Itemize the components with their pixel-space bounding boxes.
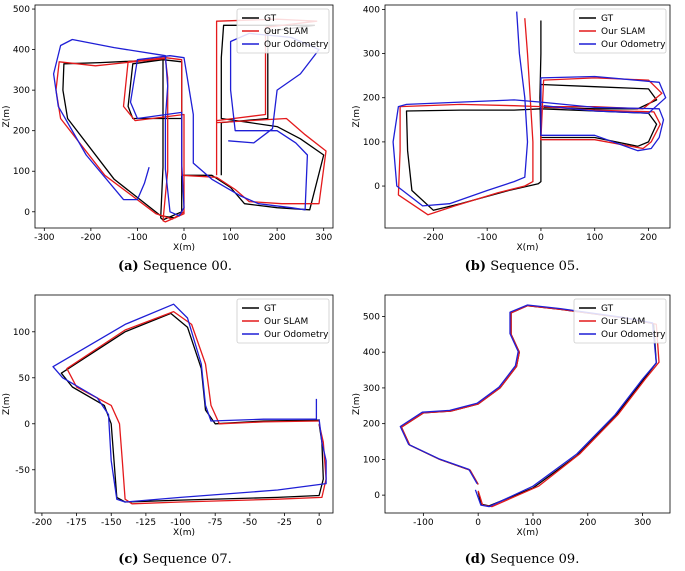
legend-label: GT bbox=[601, 14, 614, 24]
legend-label: Our Odometry bbox=[264, 330, 329, 340]
x-tick-label: 300 bbox=[634, 518, 651, 528]
x-tick-label: -175 bbox=[66, 518, 86, 528]
series-line-our-odometry bbox=[392, 11, 667, 207]
panel-caption: (d) Sequence 09. bbox=[465, 552, 580, 567]
y-tick-label: -50 bbox=[15, 466, 30, 476]
x-tick-label: -100 bbox=[170, 518, 191, 528]
y-tick-label: 0 bbox=[24, 208, 30, 218]
plot-frame bbox=[384, 294, 671, 514]
y-axis-label: Z(m) bbox=[2, 106, 12, 128]
x-tick-label: -75 bbox=[208, 518, 223, 528]
x-tick-label: 100 bbox=[222, 233, 239, 243]
legend-label: Our Odometry bbox=[264, 40, 329, 50]
chart-panel-3: -100 0 100 200 300 0 100 200 300 400 500 X(m) Z(m) GT… bbox=[352, 294, 671, 567]
x-tick-label: -125 bbox=[136, 518, 156, 528]
panel-caption: (a) Sequence 00. bbox=[118, 259, 232, 274]
y-tick-label: 200 bbox=[13, 127, 30, 137]
legend-label: Our Odometry bbox=[601, 330, 666, 340]
x-tick-label: 200 bbox=[640, 233, 657, 243]
x-tick-label: -100 bbox=[477, 233, 498, 243]
series-line-our-slam bbox=[66, 310, 327, 505]
legend-box bbox=[573, 298, 667, 344]
x-tick-label: 0 bbox=[475, 518, 481, 528]
legend-label: Our SLAM bbox=[601, 317, 645, 327]
series-line-our-odometry bbox=[52, 32, 320, 217]
legend-label: Our SLAM bbox=[601, 27, 645, 37]
y-axis-label: Z(m) bbox=[352, 106, 362, 128]
x-tick-label: 0 bbox=[316, 518, 322, 528]
y-tick-label: 100 bbox=[13, 167, 30, 177]
y-tick-label: 0 bbox=[374, 491, 380, 501]
y-tick-label: 400 bbox=[363, 348, 380, 358]
x-tick-label: -300 bbox=[34, 233, 55, 243]
y-tick-label: 500 bbox=[13, 5, 30, 15]
x-tick-label: -200 bbox=[32, 518, 53, 528]
x-tick-label: 300 bbox=[315, 233, 332, 243]
legend-label: Our SLAM bbox=[264, 317, 308, 327]
y-axis-label: Z(m) bbox=[2, 393, 12, 415]
y-tick-label: 200 bbox=[363, 420, 380, 430]
y-tick-label: 100 bbox=[363, 138, 380, 148]
series-line-our-slam bbox=[400, 305, 660, 508]
y-tick-label: 300 bbox=[13, 86, 30, 96]
plot-frame bbox=[384, 4, 671, 229]
y-tick-label: 100 bbox=[13, 328, 30, 338]
legend-label: GT bbox=[601, 304, 614, 314]
legend-box bbox=[236, 8, 330, 54]
chart-panel-2: -200 -175 -150 -125 -100 -75 -50 -25 0 -50 0 50 100 X… bbox=[2, 294, 334, 567]
y-tick-label: 200 bbox=[363, 94, 380, 104]
legend-box bbox=[573, 8, 667, 54]
x-tick-label: -150 bbox=[101, 518, 122, 528]
series-line-gt bbox=[62, 24, 325, 221]
y-tick-label: 500 bbox=[363, 312, 380, 322]
x-tick-label: -100 bbox=[413, 518, 434, 528]
panel-caption: (b) Sequence 05. bbox=[465, 259, 580, 274]
x-axis-label: X(m) bbox=[173, 528, 195, 538]
chart-panel-1: -200 -100 0 100 200 0 100 200 300 400 X(m) Z(m) GT Ou… bbox=[352, 4, 671, 274]
x-tick-label: -100 bbox=[127, 233, 148, 243]
x-tick-label: -200 bbox=[423, 233, 444, 243]
legend-label: GT bbox=[264, 14, 277, 24]
series-line-our-odometry bbox=[52, 303, 327, 503]
x-axis-label: X(m) bbox=[517, 528, 539, 538]
x-tick-label: -50 bbox=[242, 518, 257, 528]
plot-frame bbox=[34, 294, 334, 514]
y-tick-label: 0 bbox=[24, 420, 30, 430]
x-axis-label: X(m) bbox=[517, 243, 539, 253]
x-tick-label: -200 bbox=[81, 233, 102, 243]
y-tick-label: 300 bbox=[363, 50, 380, 60]
y-tick-label: 50 bbox=[19, 374, 31, 384]
y-axis-label: Z(m) bbox=[352, 393, 362, 415]
series-line-our-odometry bbox=[399, 304, 657, 508]
x-tick-label: 200 bbox=[579, 518, 596, 528]
y-tick-label: 400 bbox=[363, 5, 380, 15]
x-tick-label: -25 bbox=[277, 518, 292, 528]
y-tick-label: 300 bbox=[363, 384, 380, 394]
x-axis-label: X(m) bbox=[173, 243, 195, 253]
legend-label: GT bbox=[264, 304, 277, 314]
chart-panel-0: -300 -200 -100 0 100 200 300 0 100 200 300 400 500 X(… bbox=[2, 4, 334, 274]
legend-box bbox=[236, 298, 330, 344]
x-tick-label: 100 bbox=[524, 518, 541, 528]
x-tick-label: 0 bbox=[181, 233, 187, 243]
x-tick-label: 0 bbox=[538, 233, 544, 243]
legend-label: Our Odometry bbox=[601, 40, 666, 50]
y-tick-label: 100 bbox=[363, 455, 380, 465]
panel-caption: (c) Sequence 07. bbox=[118, 552, 232, 567]
x-tick-label: 100 bbox=[586, 233, 603, 243]
y-tick-label: 0 bbox=[374, 182, 380, 192]
y-tick-label: 400 bbox=[13, 46, 30, 56]
x-tick-label: 200 bbox=[269, 233, 286, 243]
legend-label: Our SLAM bbox=[264, 27, 308, 37]
